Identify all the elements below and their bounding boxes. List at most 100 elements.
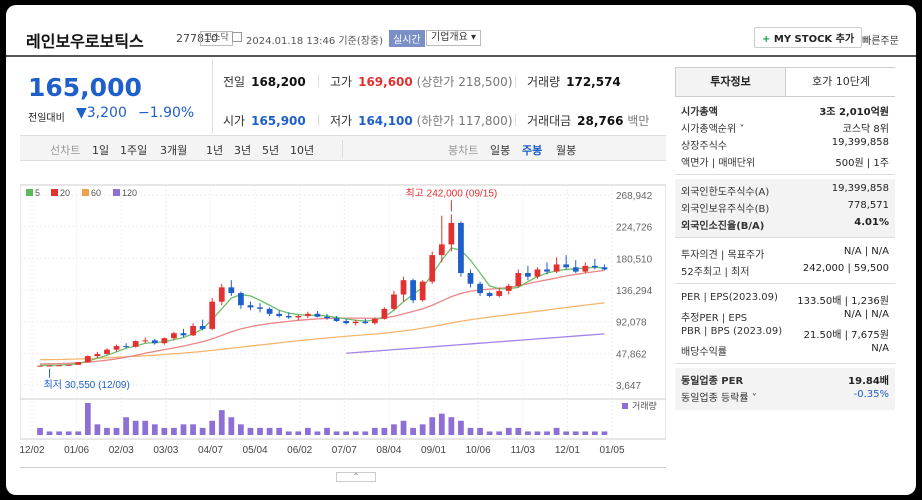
candle-body	[534, 269, 541, 277]
prev-compare-label: 전일대비	[28, 113, 65, 124]
y-tick-label: 268,942	[616, 191, 653, 202]
ma120-line	[346, 333, 605, 354]
candle-body	[113, 346, 120, 350]
tab-monthly[interactable]: 월봉	[556, 144, 577, 157]
legend-label: 120	[122, 188, 137, 198]
stock-name: 레인보우로보틱스	[26, 32, 144, 51]
info-row: 동일업종 PER 19.84배	[681, 372, 891, 388]
info-row-label: 시가총액순위 ˅	[681, 124, 745, 135]
info-row-label: 외국인한도주식수(A)	[681, 187, 770, 198]
open-value: 165,900	[251, 114, 306, 128]
volume-bar	[314, 431, 321, 435]
candle-body	[257, 307, 263, 309]
market-badge: 코스닥	[200, 31, 233, 46]
info-row: PBR | BPS (2023.09) 21.50배 | 7,675원	[681, 326, 891, 342]
candle-body	[582, 265, 589, 272]
candle-body	[218, 287, 225, 302]
candle-body	[75, 362, 82, 365]
info-group-bg	[675, 179, 895, 238]
info-row: 투자의견 | 목표주가 N/A | N/A	[681, 246, 891, 262]
current-price-box: 165,000 전일대비 ▼3,200 −1.90%	[20, 59, 212, 129]
y-tick-label: 180,510	[616, 254, 653, 265]
tab-weekly[interactable]: 주봉	[522, 144, 543, 157]
volume-bar	[171, 427, 177, 435]
volume-label: 거래량	[527, 75, 561, 89]
volume-bar	[486, 431, 493, 435]
candle-body	[544, 269, 550, 272]
info-row-label: 배당수익률	[681, 347, 727, 358]
tab-1w[interactable]: 1주일	[120, 144, 148, 157]
candle-body	[496, 290, 503, 296]
info-row: 배당수익률 N/A	[681, 343, 891, 359]
info-row-label: 상장주식수	[681, 141, 727, 152]
prev-close-label: 전일	[223, 75, 246, 89]
candle-body	[410, 280, 416, 301]
tab-1d[interactable]: 1일	[92, 144, 110, 157]
info-row-value: 4.01%	[854, 217, 889, 228]
candle-body	[515, 273, 522, 286]
candle-body	[180, 333, 187, 336]
candle-body	[190, 326, 196, 336]
volume-bar	[534, 431, 541, 435]
stock-page: 레인보우로보틱스 277810 코스닥 2024.01.18 13:46 기준(…	[6, 5, 916, 495]
tab-order-book[interactable]: 호가 10단계	[786, 68, 896, 96]
collapse-chart-button[interactable]: ⌃	[336, 472, 376, 482]
volume-bar	[37, 427, 43, 435]
info-row-label: 동일업종 등락률 ˅	[681, 393, 757, 404]
y-tick-label: 224,726	[616, 223, 653, 234]
volume-bar	[525, 431, 531, 435]
candle-body	[343, 321, 350, 324]
tab-invest-info[interactable]: 투자정보	[676, 68, 786, 96]
candle-body	[477, 283, 483, 294]
x-tick-label: 05/04	[243, 445, 268, 456]
calendar-icon	[232, 32, 242, 42]
realtime-button[interactable]: 실시간	[389, 30, 425, 47]
legend-label: 60	[91, 188, 101, 198]
volume-bar	[371, 427, 378, 435]
candle-body	[84, 356, 91, 363]
volume-bar	[553, 427, 560, 435]
info-row: 추정PER | EPS N/A | N/A	[681, 309, 891, 325]
tab-10y[interactable]: 10년	[290, 144, 315, 157]
candle-body	[458, 222, 464, 274]
volume-bar	[601, 431, 608, 435]
tab-3m[interactable]: 3개월	[160, 144, 188, 157]
volume-bar	[362, 431, 369, 435]
volume-bar	[515, 427, 522, 435]
volume-bar	[238, 424, 244, 435]
stock-chart[interactable]: 268,942 224,726 180,510 136,294 92,078 47,862…	[19, 167, 667, 467]
info-group-bg	[675, 368, 895, 410]
divider	[318, 114, 319, 126]
candle-body	[228, 287, 235, 294]
info-row-label: 시가총액	[681, 107, 718, 118]
candle-body	[505, 285, 512, 291]
candle-body	[419, 281, 426, 301]
quick-order-link[interactable]: 빠른주문	[862, 36, 899, 47]
tab-3y[interactable]: 3년	[234, 144, 252, 157]
volume-bar	[228, 417, 235, 435]
info-row-value: 21.50배 | 7,675원	[803, 330, 889, 341]
tab-1y[interactable]: 1년	[206, 144, 224, 157]
x-tick-label: 01/06	[64, 445, 89, 456]
candle-body	[199, 326, 206, 329]
volume-cell: 거래량 172,574	[527, 73, 621, 90]
info-row: 외국인소진율(B/A) 4.01%	[681, 217, 891, 233]
candle-body	[94, 353, 101, 357]
company-overview-dropdown[interactable]: 기업개요 ▾	[426, 30, 481, 46]
tab-5y[interactable]: 5년	[262, 144, 280, 157]
info-row: 외국인보유주식수(B) 778,571	[681, 200, 891, 216]
x-tick-label: 02/03	[109, 445, 134, 456]
open-cell: 시가 165,900	[223, 112, 306, 129]
divider	[515, 114, 516, 126]
candle-body	[467, 273, 474, 284]
volume-bar	[104, 427, 110, 435]
volume-bar	[582, 431, 589, 435]
price-plot-frame	[19, 184, 667, 400]
volume-bar	[419, 424, 426, 435]
upper-limit: (상한가 218,500)	[416, 75, 513, 89]
chart-footer: ⌃	[20, 467, 666, 483]
chart-period-tabs: 선차트 1일 1주일 3개월 1년 3년 5년 10년 봉차트 일봉 주봉 월봉	[20, 135, 666, 161]
volume-bar	[247, 427, 254, 435]
my-stock-add-button[interactable]: + MY STOCK 추가	[754, 27, 863, 48]
tab-daily[interactable]: 일봉	[490, 144, 511, 157]
